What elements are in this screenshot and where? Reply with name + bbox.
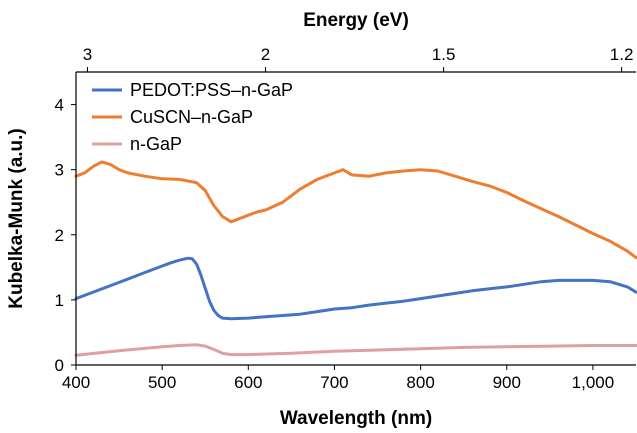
y-tick-label: 1 bbox=[55, 291, 64, 310]
x-tick-label: 500 bbox=[148, 373, 176, 392]
x-tick-label: 800 bbox=[406, 373, 434, 392]
y-tick-label: 2 bbox=[55, 226, 64, 245]
x-tick-label: 400 bbox=[62, 373, 90, 392]
legend-label: n-GaP bbox=[130, 134, 182, 154]
x-tick-label: 700 bbox=[320, 373, 348, 392]
legend: PEDOT:PSS–n-GaP CuSCN–n-GaP n-GaP bbox=[92, 80, 293, 154]
y-axis-title: Kubelka-Munk (a.u.) bbox=[6, 128, 27, 309]
axis-layer: 400 500 600 700 800 900 1,000 0 1 2 3 4 3 2 1.5 1.2 bbox=[55, 45, 636, 392]
top-x-tick-label: 1.5 bbox=[432, 45, 456, 64]
series-line-1 bbox=[74, 160, 637, 260]
plot-area bbox=[76, 72, 636, 365]
bottom-axis-title: Wavelength (nm) bbox=[280, 408, 432, 429]
x-tick-label: 900 bbox=[493, 373, 521, 392]
plot-background bbox=[76, 72, 636, 365]
x-tick-label: 1,000 bbox=[572, 373, 615, 392]
top-axis-title: Energy (eV) bbox=[303, 10, 409, 31]
y-tick-label: 4 bbox=[55, 96, 64, 115]
series-layer bbox=[74, 160, 637, 357]
legend-label: PEDOT:PSS–n-GaP bbox=[130, 80, 293, 100]
series-line-2 bbox=[74, 343, 637, 357]
series-line-0 bbox=[74, 256, 637, 321]
legend-label: CuSCN–n-GaP bbox=[130, 107, 253, 127]
top-x-tick-label: 1.2 bbox=[610, 45, 634, 64]
x-tick-label: 600 bbox=[234, 373, 262, 392]
top-x-tick-label: 3 bbox=[83, 45, 92, 64]
top-x-tick-label: 2 bbox=[261, 45, 270, 64]
y-tick-label: 0 bbox=[55, 356, 64, 375]
y-tick-label: 3 bbox=[55, 161, 64, 180]
